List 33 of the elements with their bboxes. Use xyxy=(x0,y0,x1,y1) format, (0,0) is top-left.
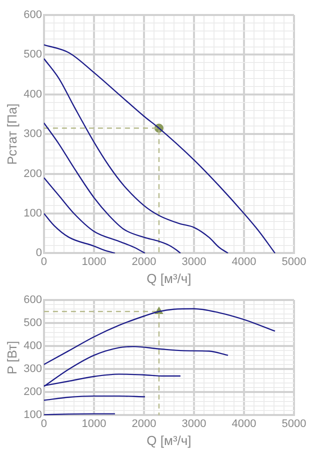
y-axis-title: P [Вт] xyxy=(4,340,20,374)
line-series xyxy=(44,177,146,254)
y-tick-label: 400 xyxy=(24,88,42,100)
y-tick-label: 0 xyxy=(36,247,42,260)
y-tick-label: 600 xyxy=(24,294,42,306)
y-tick-label: 100 xyxy=(24,208,42,220)
line-series xyxy=(44,122,182,254)
x-axis-title: Q [м³/ч] xyxy=(146,270,192,286)
y-tick-label: 200 xyxy=(24,168,42,180)
y-tick-label: 200 xyxy=(24,386,42,398)
y-axis-title: Рстат [Па] xyxy=(4,103,20,165)
x-axis-title: Q [м³/ч] xyxy=(146,432,192,448)
line-series xyxy=(44,308,276,366)
y-tick-label: 300 xyxy=(24,128,42,140)
x-tick-label: 4000 xyxy=(232,418,256,430)
y-tick-label: 300 xyxy=(24,363,42,376)
x-tick-label: 4000 xyxy=(232,256,256,268)
x-tick-label: 2000 xyxy=(132,418,156,430)
x-tick-label: 2000 xyxy=(132,256,156,268)
y-tick-label: 500 xyxy=(24,48,42,61)
line-series xyxy=(44,58,229,254)
line-series xyxy=(44,44,276,254)
y-tick-label: 600 xyxy=(24,9,42,22)
x-tick-label: 5000 xyxy=(282,256,306,268)
x-tick-label: 1000 xyxy=(82,256,106,268)
line-series xyxy=(44,212,116,254)
x-tick-label: 1000 xyxy=(82,418,106,430)
x-tick-label: 3000 xyxy=(182,418,206,430)
y-tick-label: 100 xyxy=(24,409,42,422)
x-tick-label: 5000 xyxy=(282,418,306,430)
y-tick-label: 500 xyxy=(24,317,42,330)
y-tick-label: 400 xyxy=(24,340,42,352)
x-tick-label: 3000 xyxy=(182,256,206,268)
